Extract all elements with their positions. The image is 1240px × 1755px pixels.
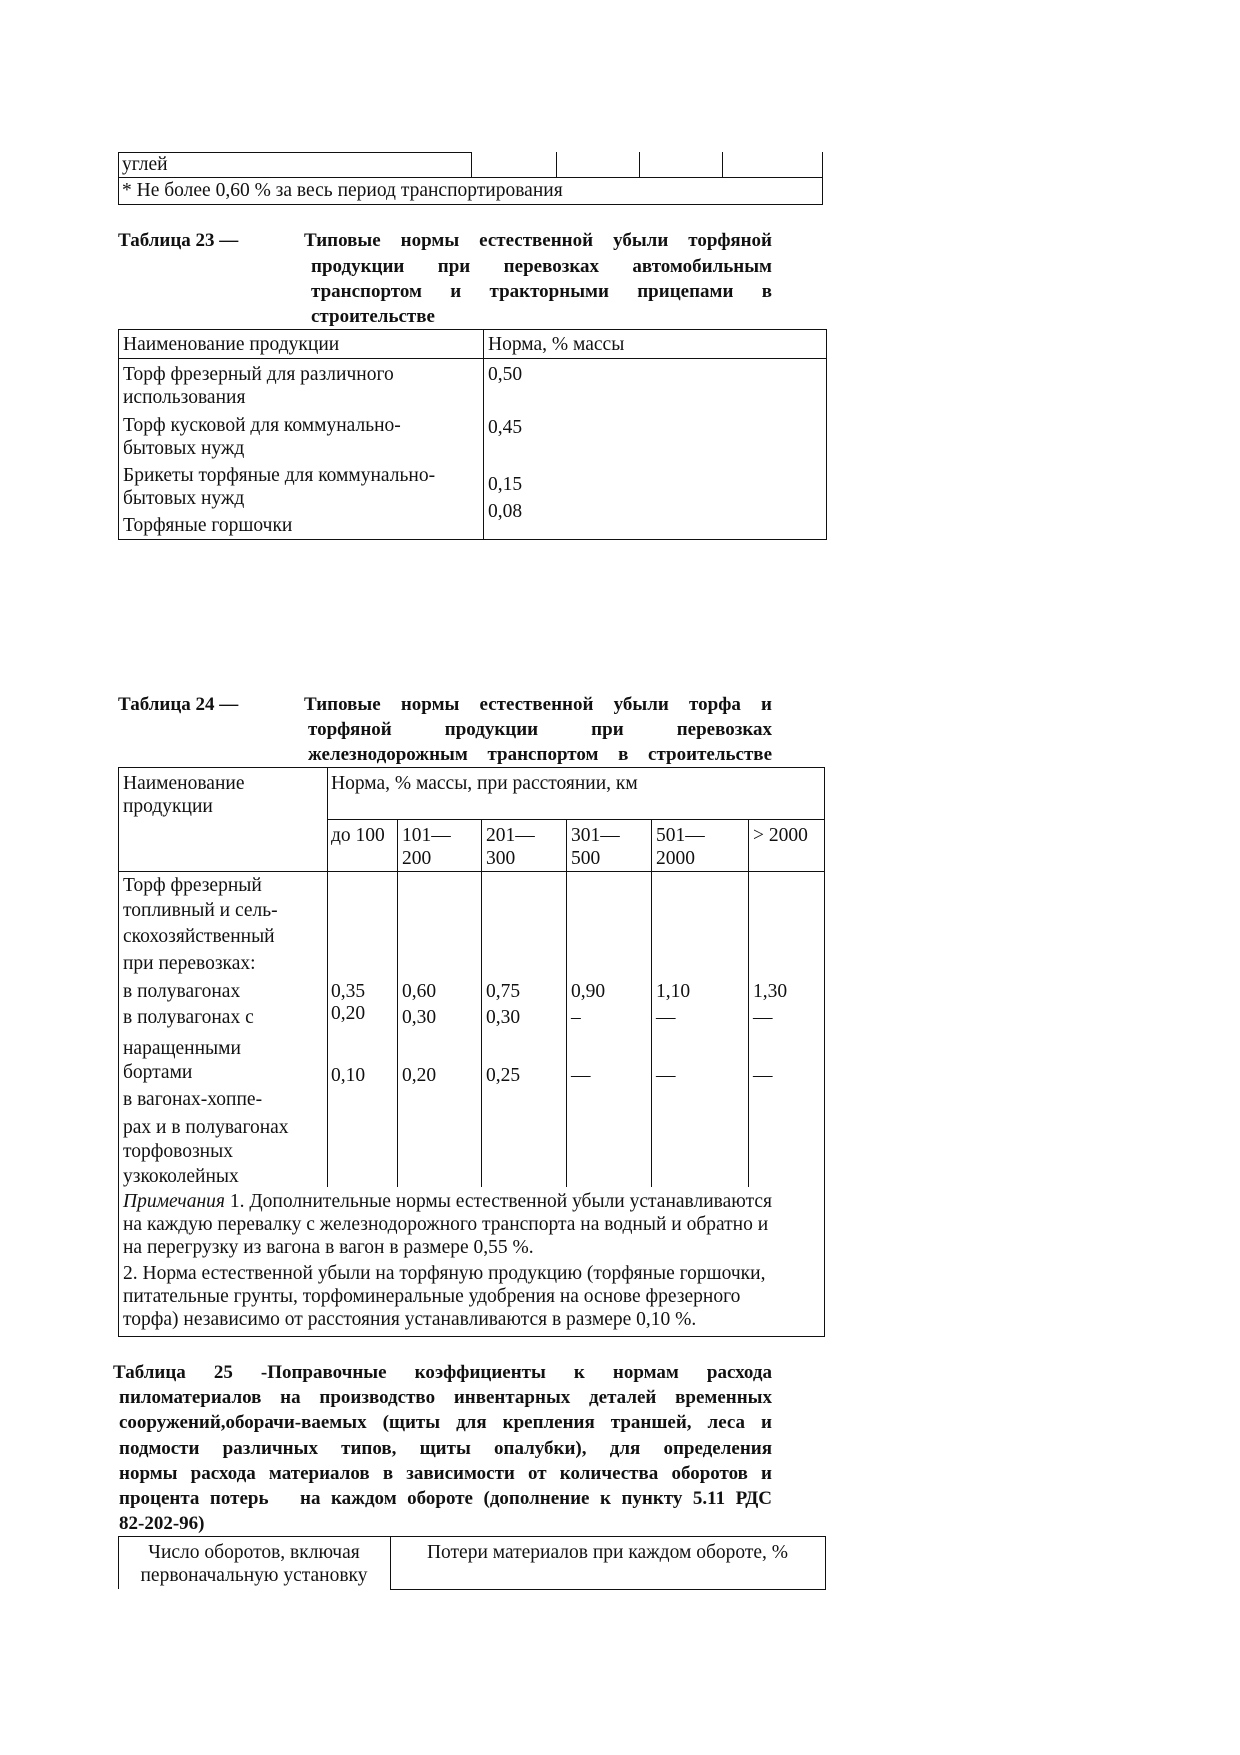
distance-header: 300 [486, 848, 516, 869]
footnote: * Не более 0,60 % за весь период транспо… [122, 180, 563, 201]
title-line: Таблица 25 -Поправочные коэффициенты к н… [113, 1362, 772, 1383]
cell: 0,35 [331, 981, 366, 1002]
label-line: скохозяйственный [123, 926, 275, 947]
label-line: Торф кусковой для коммунально- [123, 415, 401, 436]
cell: 0,25 [486, 1065, 521, 1086]
label-line: бытовых нужд [123, 488, 245, 509]
distance-header: 201— [486, 825, 535, 846]
note-text: 2. Норма естественной убыли на торфяную … [123, 1263, 766, 1284]
cell: 0,10 [331, 1065, 366, 1086]
title-line: нормы расхода материалов в зависимости о… [119, 1463, 772, 1484]
label-line: Торф фрезерный [123, 875, 262, 896]
distance-header: 500 [571, 848, 601, 869]
note-text: питательные грунты, торфоминеральные удо… [123, 1286, 741, 1307]
cell: — [753, 1065, 773, 1086]
table-number: Таблица 23 — [118, 230, 239, 251]
title-line: 82-202-96) [119, 1513, 205, 1534]
row-label: углей [122, 154, 168, 175]
label-line: рах и в полувагонах [123, 1117, 289, 1138]
header-name: Наименование [123, 773, 245, 794]
title-line: строительстве [311, 306, 435, 327]
cell: 1,10 [656, 981, 691, 1002]
label-line: использования [123, 387, 246, 408]
title-line: подмости различных типов, щиты опалубки)… [119, 1438, 772, 1459]
header-name: Наименование продукции [123, 334, 340, 355]
title-line: пиломатериалов на производство инвентарн… [119, 1387, 772, 1408]
table-number: Таблица 24 — [118, 694, 239, 715]
cell: 0,30 [486, 1007, 521, 1028]
distance-header: 301— [571, 825, 620, 846]
label-line: бытовых нужд [123, 438, 245, 459]
cell: 0,20 [331, 1003, 366, 1024]
header-losses: Потери материалов при каждом обороте, % [426, 1542, 789, 1563]
header-norm: Норма, % массы [488, 334, 625, 355]
label-line: в вагонах-хоппе- [123, 1089, 263, 1110]
note-text: торфа) независимо от расстояния устанавл… [123, 1309, 697, 1330]
distance-header: 501— [656, 825, 705, 846]
note-text: 1. Дополнительные нормы естественной убы… [224, 1191, 772, 1212]
cell: — [753, 1007, 773, 1028]
header-norm: Норма, % массы, при расстоянии, км [331, 773, 638, 794]
label-line: узкоколейных [123, 1166, 239, 1187]
cell: — [656, 1065, 676, 1086]
distance-header: 101— [402, 825, 451, 846]
value: 0,15 [488, 474, 523, 495]
title-line: сооружений,оборачи-ваемых (щиты для креп… [119, 1412, 772, 1433]
label-line: Брикеты торфяные для коммунально- [123, 465, 436, 486]
title-line: процента потерь на каждом обороте (допол… [119, 1488, 772, 1509]
label-line: торфовозных [123, 1141, 233, 1162]
cell: 0,30 [402, 1007, 437, 1028]
label-line: бортами [123, 1062, 193, 1083]
label-line: при перевозках: [123, 953, 256, 974]
distance-header: до 100 [331, 825, 385, 846]
cell: 1,30 [753, 981, 788, 1002]
cell: — [571, 1065, 591, 1086]
title-line: торфяной продукции при перевозках [308, 719, 772, 740]
distance-header: 200 [402, 848, 432, 869]
cell: 0,90 [571, 981, 606, 1002]
label-line: в полувагонах с [123, 1007, 254, 1028]
cell: 0,75 [486, 981, 521, 1002]
title-line: транспортом и тракторными прицепами в [311, 281, 772, 302]
label-line: наращенными [123, 1038, 241, 1059]
cell: 0,60 [402, 981, 437, 1002]
cell: 0,20 [402, 1065, 437, 1086]
header-name: продукции [123, 796, 213, 817]
cell: – [571, 1007, 581, 1028]
value: 0,08 [488, 501, 523, 522]
note-text: на перегрузку из вагона в вагон в размер… [123, 1237, 534, 1258]
title-line: железнодорожным транспортом в строительс… [308, 744, 772, 765]
cell: — [656, 1007, 676, 1028]
distance-header: 2000 [656, 848, 695, 869]
title-line: Типовые нормы естественной убыли торфяно… [304, 230, 772, 251]
label-line: топливный и сель- [123, 900, 278, 921]
note-text: на каждую перевалку с железнодорожного т… [123, 1214, 769, 1235]
title-line: продукции при перевозках автомобильным [311, 256, 772, 277]
value: 0,50 [488, 364, 523, 385]
value: 0,45 [488, 417, 523, 438]
label-line: Торфяные горшочки [123, 515, 293, 536]
notes-label: Примечания [123, 1191, 225, 1212]
label-line: в полувагонах [123, 981, 241, 1002]
label-line: Торф фрезерный для различного [123, 364, 394, 385]
distance-header: > 2000 [753, 825, 808, 846]
title-line: Типовые нормы естественной убыли торфа и [304, 694, 772, 715]
header-turns: первоначальную установку [140, 1565, 368, 1586]
header-turns: Число оборотов, включая [148, 1542, 360, 1563]
